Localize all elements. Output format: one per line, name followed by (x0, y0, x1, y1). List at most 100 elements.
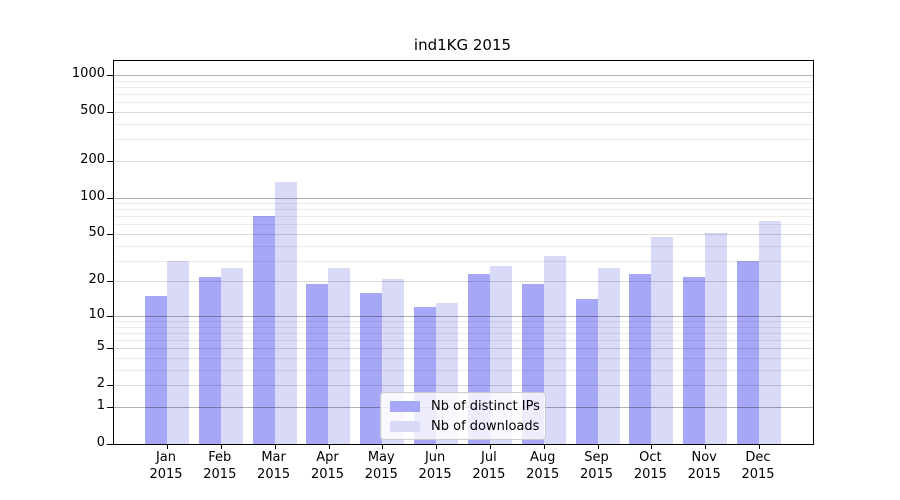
x-tick-label-nov: Nov 2015 (687, 450, 721, 482)
x-tick-nov (705, 444, 707, 449)
x-tick-label-may: May 2015 (364, 450, 398, 482)
x-tick-mar (274, 444, 276, 449)
gridline-70 (114, 216, 813, 218)
y-tick-10 (107, 315, 114, 317)
y-tick-label-20: 20 (88, 272, 105, 288)
gridline-1000 (114, 75, 813, 76)
x-tick-sep (597, 444, 599, 449)
x-tick-label-jun: Jun 2015 (418, 450, 452, 482)
y-tick-2 (107, 385, 114, 387)
x-tick-label-oct: Oct 2015 (633, 450, 667, 482)
legend-label-downloads: Nb of downloads (431, 418, 540, 434)
x-tick-oct (651, 444, 653, 449)
gridline-400 (114, 123, 813, 125)
gridline-8 (114, 326, 813, 328)
gridline-90 (114, 203, 813, 205)
x-tick-label-feb: Feb 2015 (203, 450, 237, 482)
bar-distinct-ips-dec (736, 260, 759, 444)
gridline-5 (114, 348, 813, 350)
bar-downloads-nov (705, 233, 728, 444)
legend-item-downloads: Nb of downloads (390, 418, 540, 434)
bar-downloads-sep (597, 268, 620, 444)
gridline-9 (114, 321, 813, 322)
bar-distinct-ips-jan (145, 295, 167, 444)
gridline-30 (114, 260, 813, 262)
gridline-50 (114, 234, 813, 235)
gridline-2 (114, 385, 813, 387)
legend-swatch-distinct-ips (390, 400, 420, 412)
y-tick-label-1000: 1000 (71, 66, 105, 81)
legend-label-distinct-ips: Nb of distinct IPs (431, 398, 540, 414)
y-tick-200 (107, 160, 114, 162)
x-tick-jan (167, 444, 168, 449)
gridline-100 (114, 197, 813, 199)
bar-distinct-ips-apr (306, 284, 329, 444)
y-tick-label-5: 5 (96, 339, 105, 355)
x-tick-label-jul: Jul 2015 (472, 450, 506, 482)
x-tick-label-apr: Apr 2015 (310, 450, 345, 482)
bar-distinct-ips-mar (252, 216, 275, 444)
y-tick-label-1: 1 (96, 398, 105, 413)
bar-downloads-oct (651, 237, 674, 444)
x-tick-label-dec: Dec 2015 (741, 450, 775, 482)
y-tick-label-200: 200 (80, 151, 105, 167)
gridline-4 (114, 358, 813, 359)
x-tick-aug (543, 444, 545, 449)
y-tick-0 (107, 444, 114, 445)
x-tick-label-aug: Aug 2015 (526, 450, 560, 482)
gridline-60 (114, 224, 813, 226)
y-tick-label-10: 10 (88, 306, 105, 322)
y-tick-1000 (107, 75, 114, 76)
bar-downloads-jan (167, 260, 189, 444)
gridline-80 (114, 209, 813, 211)
bar-downloads-dec (758, 221, 781, 444)
plot-area: Nb of distinct IPs Nb of downloads (107, 60, 814, 449)
bar-downloads-mar (274, 181, 297, 444)
x-tick-feb (220, 444, 222, 449)
gridline-900 (114, 80, 813, 82)
y-tick-label-100: 100 (80, 188, 105, 204)
gridline-10 (114, 315, 813, 317)
gridline-7 (114, 332, 813, 334)
y-tick-label-0: 0 (96, 435, 105, 450)
gridline-6 (114, 340, 813, 342)
gridline-40 (114, 245, 813, 247)
bar-downloads-feb (220, 268, 243, 444)
bar-downloads-aug (543, 255, 566, 444)
bar-distinct-ips-feb (198, 276, 221, 444)
y-tick-5 (107, 348, 114, 350)
gridline-200 (114, 160, 813, 162)
bar-distinct-ips-may (360, 292, 383, 444)
legend: Nb of distinct IPs Nb of downloads (380, 392, 546, 440)
gridline-600 (114, 102, 813, 104)
x-tick-label-jan: Jan 2015 (149, 450, 183, 482)
x-tick-dec (759, 444, 760, 449)
grid-layer (114, 61, 813, 444)
legend-item-distinct-ips: Nb of distinct IPs (390, 400, 540, 413)
gridline-3 (114, 370, 813, 371)
gridline-500 (114, 112, 813, 113)
bar-downloads-apr (328, 268, 351, 444)
x-tick-may (382, 444, 384, 449)
x-tick-jun (436, 444, 438, 449)
y-tick-label-500: 500 (80, 103, 105, 118)
bar-distinct-ips-nov (683, 276, 706, 444)
x-tick-label-mar: Mar 2015 (257, 450, 291, 482)
x-tick-jul (489, 444, 491, 449)
y-tick-label-2: 2 (96, 376, 105, 392)
y-tick-20 (107, 281, 114, 283)
gridline-700 (114, 94, 813, 95)
x-tick-apr (328, 444, 330, 449)
gridline-20 (114, 281, 813, 283)
y-tick-1 (107, 407, 114, 408)
gridline-800 (114, 86, 813, 88)
tick-marks-layer (107, 61, 813, 449)
y-tick-50 (107, 234, 114, 235)
chart-title: ind1KG 2015 (413, 36, 512, 54)
legend-swatch-downloads (390, 420, 420, 432)
y-tick-label-50: 50 (88, 225, 105, 240)
bar-distinct-ips-oct (629, 274, 652, 444)
gridline-300 (114, 139, 813, 141)
y-tick-100 (107, 197, 114, 199)
